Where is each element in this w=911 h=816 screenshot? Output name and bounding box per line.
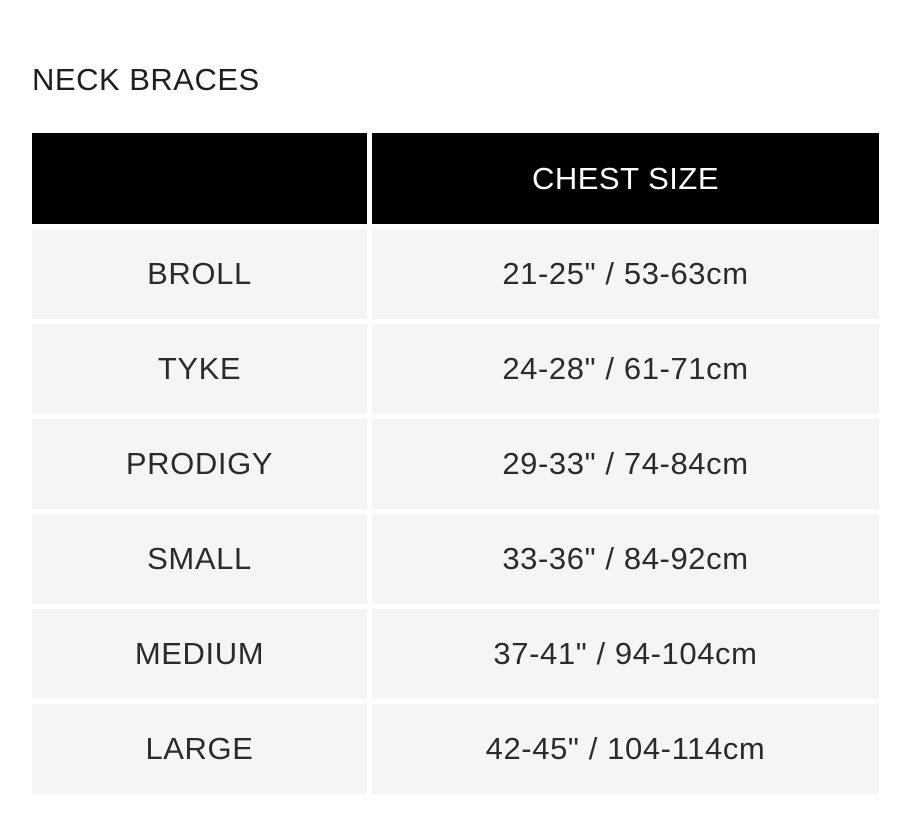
header-chest-size: CHEST SIZE xyxy=(372,133,879,224)
size-cell: BROLL xyxy=(32,229,367,319)
page-title: NECK BRACES xyxy=(32,62,260,97)
chest-size-cell: 42-45" / 104-114cm xyxy=(372,704,879,794)
header-size xyxy=(32,133,367,224)
size-cell: MEDIUM xyxy=(32,609,367,699)
chest-size-cell: 29-33" / 74-84cm xyxy=(372,419,879,509)
chest-size-cell: 21-25" / 53-63cm xyxy=(372,229,879,319)
size-cell: PRODIGY xyxy=(32,419,367,509)
chest-size-cell: 24-28" / 61-71cm xyxy=(372,324,879,414)
chest-size-cell: 37-41" / 94-104cm xyxy=(372,609,879,699)
size-cell: TYKE xyxy=(32,324,367,414)
size-table: CHEST SIZE BROLL 21-25" / 53-63cm TYKE 24-2… xyxy=(32,133,879,794)
size-cell: LARGE xyxy=(32,704,367,794)
size-cell: SMALL xyxy=(32,514,367,604)
chest-size-cell: 33-36" / 84-92cm xyxy=(372,514,879,604)
